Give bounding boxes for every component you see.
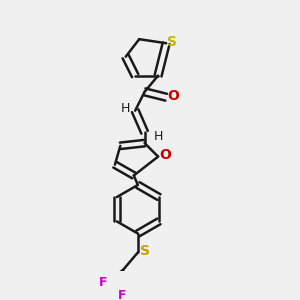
Text: S: S — [167, 35, 177, 49]
Text: S: S — [140, 244, 150, 258]
Text: O: O — [159, 148, 171, 162]
Text: F: F — [117, 289, 126, 300]
Text: O: O — [167, 89, 179, 103]
Text: H: H — [121, 101, 130, 115]
Text: H: H — [153, 130, 163, 143]
Text: F: F — [98, 276, 107, 289]
